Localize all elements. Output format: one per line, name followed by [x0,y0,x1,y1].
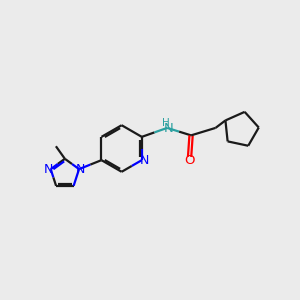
Text: N: N [164,122,174,135]
Text: H: H [162,118,170,128]
Text: N: N [140,154,149,167]
Text: N: N [76,163,85,176]
Text: N: N [44,163,53,176]
Text: O: O [184,154,195,167]
